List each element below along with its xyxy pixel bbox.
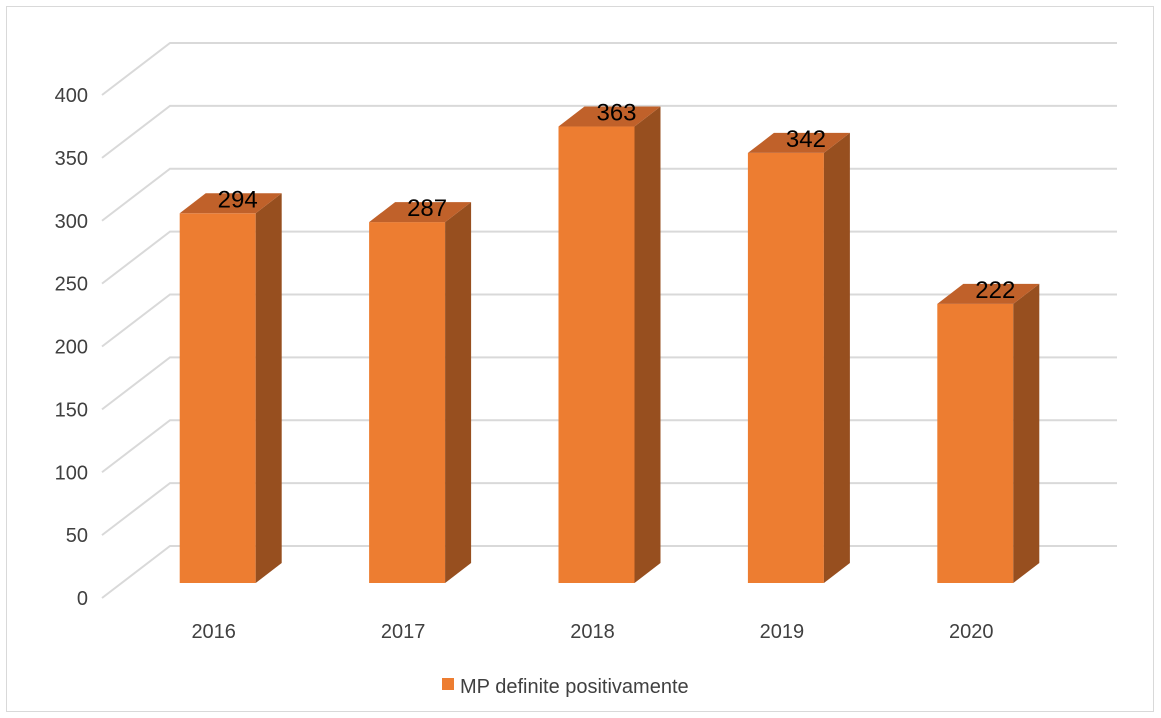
data-label: 363 (596, 100, 636, 127)
gridline (101, 42, 1117, 96)
bar-side-face (445, 202, 472, 583)
gridline (101, 104, 1117, 159)
bar-top-face (937, 283, 1040, 304)
bar-side-face (823, 132, 850, 583)
bar-2020: 222 (937, 277, 1040, 583)
y-tick-label: 100 (55, 462, 88, 484)
x-tick-label: 2016 (191, 621, 236, 643)
bar-front-face (179, 213, 256, 584)
x-axis-ticks: 2016 2017 2018 2019 2020 (191, 621, 993, 643)
y-tick-label: 250 (55, 274, 88, 296)
bar-2017: 287 (369, 195, 472, 583)
y-tick-label: 0 (77, 588, 88, 610)
data-label: 222 (975, 277, 1015, 304)
y-tick-label: 50 (66, 525, 88, 547)
bar-top-face (558, 106, 661, 127)
bar-front-face (937, 303, 1014, 583)
x-tick-label: 2019 (760, 621, 805, 643)
y-tick-label: 200 (55, 337, 88, 359)
y-tick-label: 300 (55, 211, 88, 233)
bar-top-face (369, 202, 472, 223)
x-tick-label: 2018 (570, 621, 615, 643)
bar-front-face (558, 126, 635, 583)
bar-2018: 363 (558, 100, 661, 583)
x-tick-label: 2017 (381, 621, 426, 643)
bar-side-face (255, 193, 282, 584)
bar-side-face (1013, 283, 1040, 583)
bar-front-face (369, 222, 446, 583)
data-label: 294 (218, 186, 258, 213)
y-tick-label: 350 (55, 148, 88, 170)
data-label: 342 (786, 126, 826, 153)
legend-label: MP definite positivamente (460, 676, 689, 698)
bar-2019: 342 (747, 126, 850, 583)
y-tick-label: 400 (55, 85, 88, 107)
bar-front-face (747, 152, 824, 583)
bars-layer: 294 287 363 342 222 (179, 100, 1040, 584)
y-axis-ticks: 0 50 100 150 200 250 300 350 400 (55, 85, 88, 610)
bar-top-face (747, 132, 850, 153)
bar-top-face (179, 193, 282, 214)
legend: MP definite positivamente (442, 676, 689, 698)
data-label: 287 (407, 195, 447, 222)
x-tick-label: 2020 (949, 621, 994, 643)
y-tick-label: 150 (55, 399, 88, 421)
bar-side-face (634, 106, 661, 583)
legend-swatch (442, 678, 454, 690)
bar-2016: 294 (179, 186, 282, 584)
